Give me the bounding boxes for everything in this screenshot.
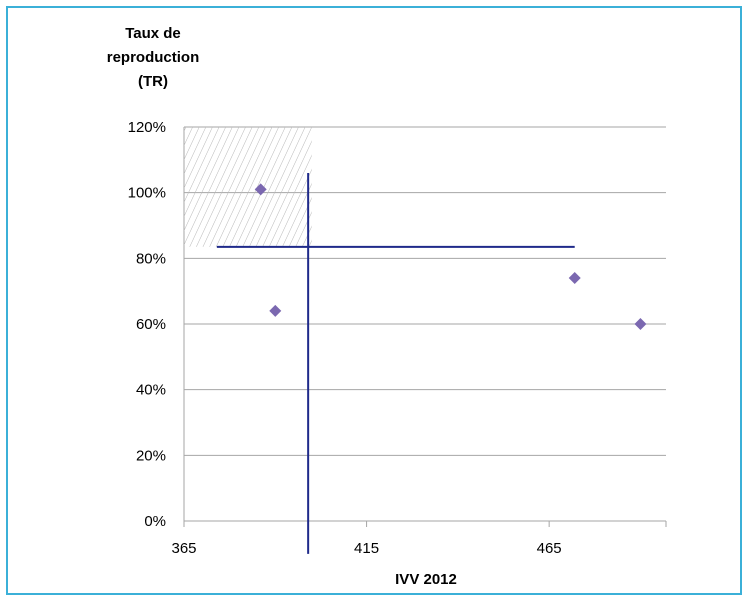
y-axis-label-line-3: (TR) (138, 73, 168, 90)
y-tick-label-0: 0% (144, 513, 166, 530)
chart-frame (6, 6, 742, 595)
reference-lines (216, 172, 575, 554)
y-tick-label-2: 40% (136, 382, 166, 399)
x-tick-label-2: 465 (537, 540, 562, 557)
x-tick-label-0: 365 (171, 540, 196, 557)
data-point-0 (254, 183, 267, 196)
y-axis-label-line-1: Taux de (125, 25, 181, 42)
y-tick-label-4: 80% (136, 250, 166, 267)
y-tick-label-5: 100% (128, 185, 166, 202)
y-tick-labels: 0% 20% 40% 60% 80% 100% 120% (128, 119, 166, 530)
x-tick-labels: 365 415 465 (171, 540, 561, 557)
gridlines (183, 126, 667, 527)
data-point-2 (568, 272, 581, 285)
y-axis-label-line-2: reproduction (107, 49, 200, 66)
data-point-1 (269, 304, 282, 317)
x-tick-label-1: 415 (354, 540, 379, 557)
y-tick-label-1: 20% (136, 447, 166, 464)
y-tick-label-6: 120% (128, 119, 166, 136)
x-axis-label: IVV 2012 (395, 571, 457, 588)
y-tick-label-3: 60% (136, 316, 166, 333)
data-point-3 (634, 318, 647, 330)
data-points (254, 183, 647, 330)
hatched-region (184, 127, 312, 247)
hatched-area (184, 127, 312, 247)
